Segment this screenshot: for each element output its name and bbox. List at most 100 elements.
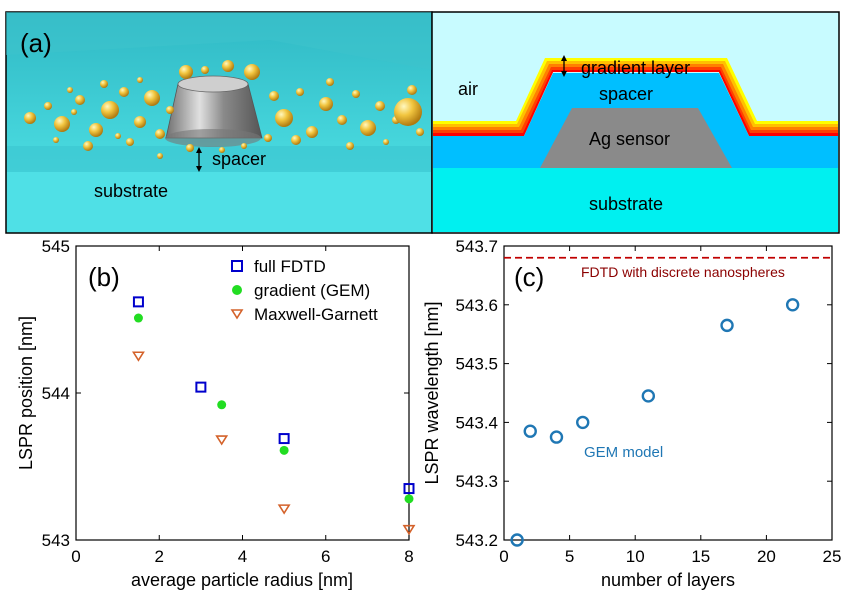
gold-particle — [241, 143, 247, 149]
chart-c-ytick-label: 543.2 — [455, 531, 498, 550]
left-spacer-label: spacer — [212, 149, 266, 169]
gem-layer-point — [510, 533, 524, 547]
gold-particle — [166, 106, 174, 114]
fdtd-point — [132, 296, 144, 308]
chart-b-ticks: 0 2 4 6 8 543 544 545 — [42, 237, 414, 566]
chart-b-xtick-label: 2 — [155, 547, 164, 566]
legend-triangle-marker — [230, 309, 244, 320]
chart-c-ytick-label: 543.3 — [455, 472, 498, 491]
chart-c-ytick-label: 543.4 — [455, 413, 498, 432]
gold-particle — [296, 88, 304, 96]
gold-nanoparticles — [24, 60, 424, 159]
chart-b-xtick-label: 4 — [238, 547, 247, 566]
gold-particle — [306, 126, 318, 138]
gold-particle — [416, 128, 424, 136]
gold-particle — [134, 116, 146, 128]
fdtd-point — [403, 483, 415, 495]
chart-b: (b) average particle radius [nm] LSPR po… — [16, 237, 416, 590]
maxwell-garnett-point — [215, 435, 229, 446]
gold-particle — [201, 66, 209, 74]
fdtd-reference-label: FDTD with discrete nanospheres — [581, 264, 785, 280]
gold-particle — [360, 120, 376, 136]
panel-a-label: (a) — [20, 28, 52, 58]
chart-c-ytick-label: 543.6 — [455, 296, 498, 315]
maxwell-garnett-point — [277, 504, 291, 515]
legend-full-fdtd: full FDTD — [254, 257, 326, 276]
gold-particle — [375, 101, 385, 111]
gold-particle — [219, 147, 225, 153]
chart-b-xtick-label: 0 — [71, 547, 80, 566]
chart-b-xtick-label: 6 — [321, 547, 330, 566]
chart-c: FDTD with discrete nanospheres (c) GEM m… — [422, 237, 841, 590]
chart-c-ytick-label: 543.7 — [455, 237, 498, 256]
ag-sensor-label: Ag sensor — [589, 129, 670, 149]
gold-particle — [53, 137, 59, 143]
gold-particle — [264, 134, 272, 142]
gradient-label: gradient layer — [581, 58, 690, 78]
gold-particle — [83, 141, 93, 151]
chart-b-ytick-label: 543 — [42, 531, 70, 550]
chart-c-xtick-label: 25 — [823, 547, 842, 566]
gold-particle — [115, 133, 121, 139]
maxwell-garnett-point — [402, 524, 416, 536]
substrate-layer — [433, 168, 838, 232]
chart-b-ytick-label: 545 — [42, 237, 70, 256]
chart-b-legend: full FDTD gradient (GEM) Maxwell-Garnett — [230, 257, 378, 324]
gold-particle — [67, 87, 73, 93]
legend-circle-marker — [232, 285, 242, 295]
chart-c-frame — [503, 245, 833, 541]
gold-particle — [244, 64, 260, 80]
gold-particle — [394, 98, 422, 126]
chart-c-xtick-label: 0 — [499, 547, 508, 566]
chart-b-panel-label: (b) — [88, 262, 120, 292]
legend-square-marker — [231, 260, 243, 272]
gold-particle — [326, 78, 334, 86]
legend-gradient-gem: gradient (GEM) — [254, 281, 370, 300]
gem-layer-point — [641, 389, 656, 403]
gold-particle — [179, 65, 193, 79]
gem-point — [217, 400, 227, 410]
gold-particle — [222, 60, 234, 72]
gold-particle — [269, 91, 279, 101]
gold-particle — [89, 123, 103, 137]
gem-point — [279, 445, 289, 455]
chart-b-xlabel: average particle radius [nm] — [131, 570, 353, 590]
chart-c-xtick-label: 10 — [626, 547, 645, 566]
chart-c-panel-label: (c) — [514, 262, 544, 292]
gem-layer-point — [720, 318, 734, 333]
gold-particle — [346, 142, 354, 150]
chart-c-ticks: 0 5 10 15 20 25 543.2 543.3 543.4 543.5 543.6 543.7 — [455, 237, 841, 566]
gold-particle — [126, 138, 134, 146]
spacer-label: spacer — [599, 84, 653, 104]
gold-particle — [24, 112, 36, 124]
gem-layer-point — [523, 424, 537, 438]
gold-particle — [383, 139, 389, 145]
chart-c-xtick-label: 20 — [757, 547, 776, 566]
legend-maxwell-garnett: Maxwell-Garnett — [254, 305, 378, 324]
gold-particle — [407, 85, 417, 95]
gold-particle — [144, 90, 160, 106]
gold-particle — [319, 97, 333, 111]
chart-b-marks — [131, 296, 416, 536]
gold-particle — [71, 109, 77, 115]
gold-particle — [137, 77, 143, 83]
gem-point — [133, 313, 143, 323]
fdtd-point — [195, 381, 207, 393]
air-label: air — [458, 79, 478, 99]
gold-particle — [155, 129, 165, 139]
chart-c-xtick-label: 5 — [565, 547, 574, 566]
maxwell-garnett-point — [131, 351, 145, 362]
chart-c-marks — [510, 298, 800, 547]
fdtd-point — [278, 433, 290, 445]
gold-particle — [101, 101, 119, 119]
panel-a-render: (a) spacer substrate — [5, 11, 433, 234]
gem-layer-point — [576, 415, 590, 430]
chart-c-xlabel: number of layers — [601, 570, 735, 590]
gold-particle — [275, 109, 293, 127]
chart-b-xtick-label: 8 — [404, 547, 413, 566]
gold-particle — [337, 115, 347, 125]
panel-a-schematic: air gradient layer spacer Ag sensor subs… — [431, 11, 840, 234]
chart-b-ytick-label: 544 — [42, 384, 70, 403]
chart-c-ytick-label: 543.5 — [455, 355, 498, 374]
